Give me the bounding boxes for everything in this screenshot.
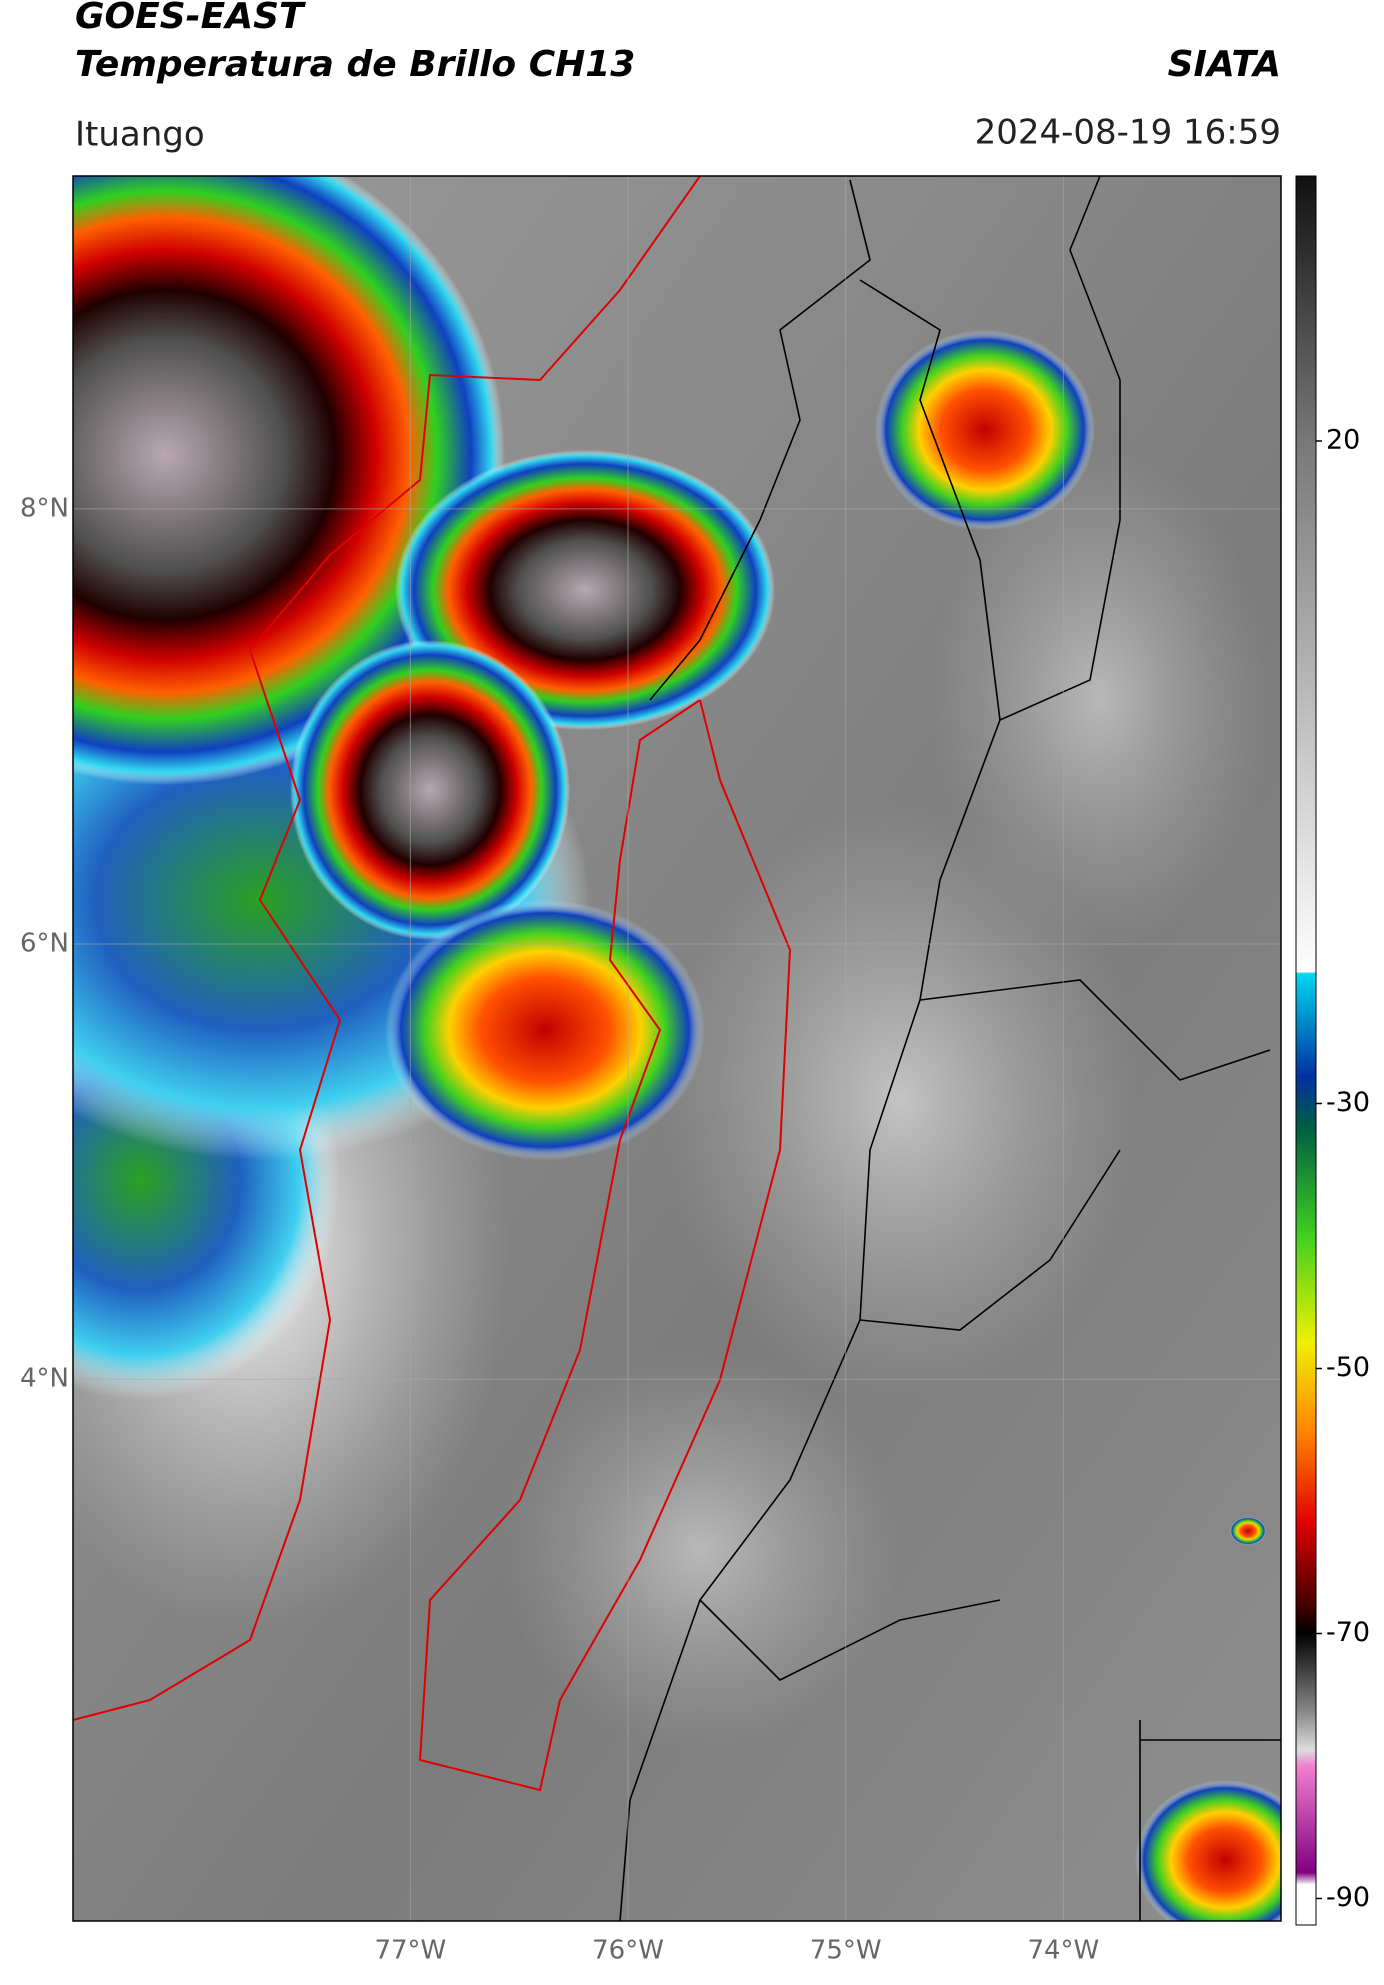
colorbar-tick-label: -90 [1326,1882,1370,1913]
y-tick-label: 8°N [20,493,69,523]
timestamp: 2024-08-19 16:59 [975,113,1281,153]
x-tick-label: 75°W [810,1936,882,1966]
colorbar-tick-label: -70 [1326,1617,1370,1648]
x-tick-label: 74°W [1027,1936,1099,1966]
title: GOES-EAST [75,0,306,37]
y-tick-label: 4°N [20,1364,69,1394]
colorbar-tick-label: -30 [1326,1087,1370,1118]
satellite-image [73,176,1281,1921]
colorbar-tick-label: 20 [1326,425,1360,456]
brand: SIATA [1168,44,1281,85]
colorbar [1295,175,1317,1926]
colorbar-tick-label: -50 [1326,1352,1370,1383]
x-tick-label: 76°W [592,1936,664,1966]
region: Ituango [75,115,205,155]
y-tick-label: 6°N [20,929,69,959]
subtitle: Temperatura de Brillo CH13 [75,44,635,85]
x-tick-label: 77°W [374,1936,446,1966]
map-frame [72,175,1282,1922]
